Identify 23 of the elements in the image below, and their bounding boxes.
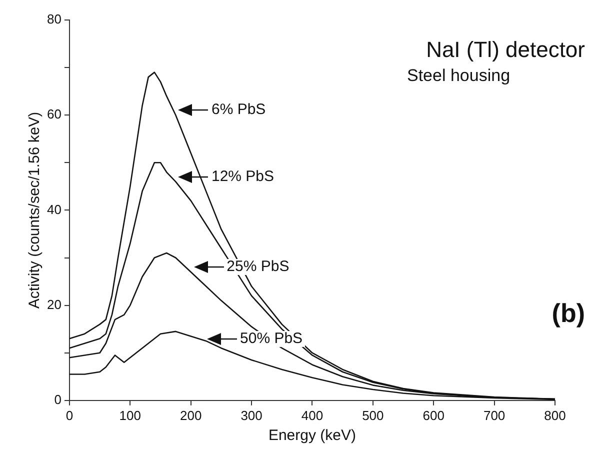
y-tick-label: 60 xyxy=(46,106,62,122)
y-tick-label: 80 xyxy=(46,12,62,27)
x-tick-label: 700 xyxy=(483,408,506,423)
annotation: (b) xyxy=(552,298,585,328)
y-tick-label: 0 xyxy=(54,392,62,407)
x-tick-label: 100 xyxy=(119,408,142,423)
y-axis-title: Activity (counts/sec/1.56 keV) xyxy=(26,112,44,309)
x-tick-label: 500 xyxy=(362,408,384,423)
x-tick-label: 0 xyxy=(66,408,74,423)
x-tick-label: 200 xyxy=(180,408,202,423)
x-tick-label: 400 xyxy=(301,408,324,423)
x-axis-title: Energy (keV) xyxy=(268,427,356,444)
text: Steel housing xyxy=(407,66,510,86)
annotation: 25% PbS xyxy=(224,258,292,276)
x-tick-label: 300 xyxy=(240,408,262,423)
x-tick-label: 600 xyxy=(422,408,444,423)
annotation: 50% PbS xyxy=(238,330,305,347)
y-tick-label: 20 xyxy=(46,296,62,312)
x-tick-label: 800 xyxy=(544,408,566,423)
annotation: 6% PbS xyxy=(209,101,268,118)
annotation: 12% PbS xyxy=(209,168,276,185)
y-tick-label: 40 xyxy=(46,202,62,217)
text: NaI (Tl) detector xyxy=(426,37,585,62)
